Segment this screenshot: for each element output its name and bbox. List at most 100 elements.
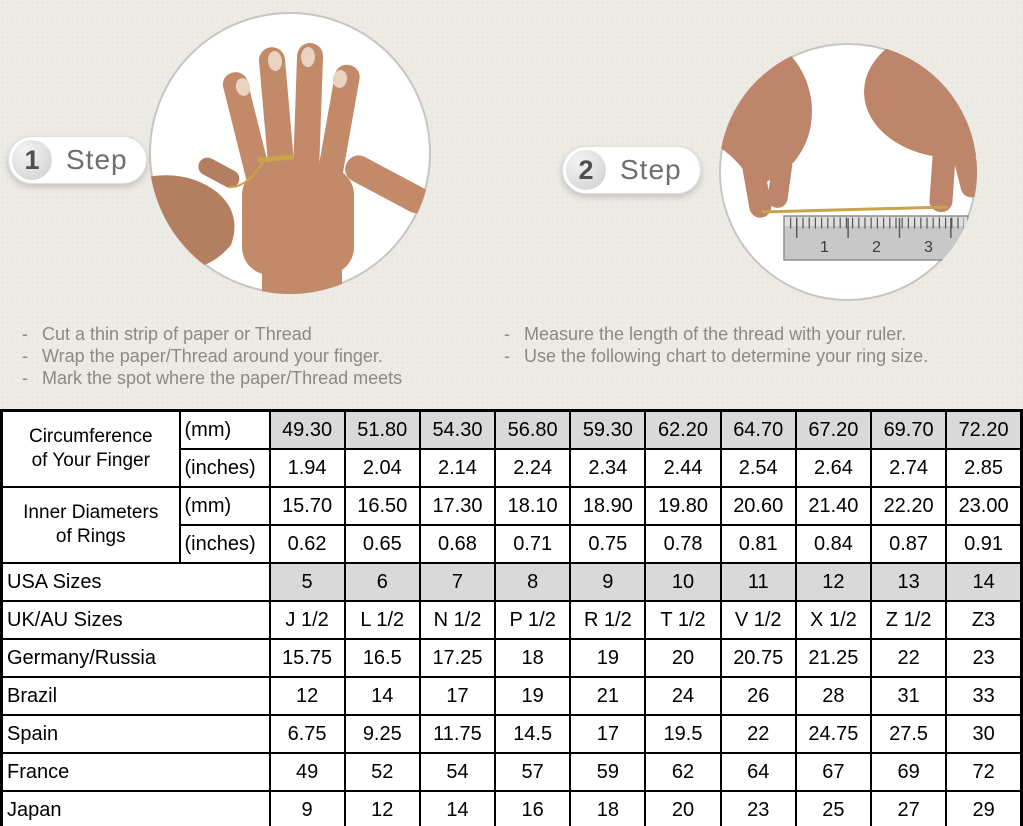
table-row: Spain 6.75 9.25 11.75 14.5 17 19.5 22 24.75 27.5 3… (0, 714, 1023, 754)
size-value-cell: 17 (418, 676, 497, 716)
size-value-cell: 54.30 (418, 409, 497, 450)
size-value-cell: 1.94 (268, 448, 346, 488)
table-row: USA Sizes 5 6 7 8 9 10 11 12 13 14 (0, 562, 1023, 602)
ruler-number-2: 2 (872, 239, 881, 256)
size-value-cell: 18 (569, 790, 647, 826)
gold-thread-on-finger (257, 154, 294, 163)
size-value-cell: 26 (719, 676, 797, 716)
fingernails (235, 47, 348, 96)
size-value-cell: Z3 (945, 600, 1023, 640)
ruler: 1 2 3 (783, 215, 969, 261)
size-value-cell: 33 (945, 676, 1023, 716)
size-value-cell: 28 (794, 676, 873, 716)
table-row: Circumference of Your Finger (mm) 49.30 51.… (0, 409, 1023, 488)
size-value-cell: 59.30 (569, 409, 647, 450)
table-row: (inches) 0.62 0.65 0.68 0.71 0.75 0.78 0.81 0.84… (2, 524, 1023, 564)
size-value-cell: 11.75 (418, 714, 497, 754)
hand-with-thread-icon (149, 12, 431, 294)
size-value-cell: 2.14 (418, 448, 497, 488)
size-value-cell: 5 (268, 562, 346, 602)
size-value-cell: 23 (719, 790, 797, 826)
size-value-cell: 12 (343, 790, 421, 826)
size-value-cell: 21.40 (794, 486, 873, 526)
row-unit: (inches) (178, 524, 271, 564)
size-value-cell: 20 (644, 638, 722, 678)
size-value-cell: 19.5 (644, 714, 722, 754)
row-label: Brazil (0, 676, 271, 716)
size-value-cell: 62 (644, 752, 722, 792)
size-value-cell: 14 (343, 676, 421, 716)
size-value-cell: 18.90 (569, 486, 647, 526)
step-1-photo (146, 9, 434, 297)
size-value-cell: 0.65 (343, 524, 421, 564)
ruler-number-1: 1 (820, 239, 829, 256)
instruction-item: - Mark the spot where the paper/Thread m… (20, 367, 402, 389)
size-value-cell: 7 (418, 562, 497, 602)
size-value-cell: 21 (569, 676, 647, 716)
size-value-cell: 20.75 (719, 638, 797, 678)
size-value-cell: 0.78 (644, 524, 722, 564)
size-value-cell: 6 (343, 562, 421, 602)
bullet-dash: - (22, 368, 28, 388)
row-label: Circumference of Your Finger (0, 409, 181, 488)
size-value-cell: 2.04 (343, 448, 421, 488)
size-value-cell: X 1/2 (794, 600, 873, 640)
size-value-cell: 16 (494, 790, 572, 826)
table-row: (inches) 1.94 2.04 2.14 2.24 2.34 2.44 2.54 2.64… (2, 448, 1023, 488)
size-value-cell: N 1/2 (418, 600, 497, 640)
row-unit: (inches) (178, 448, 271, 488)
size-value-cell: 0.62 (268, 524, 346, 564)
row-label: France (0, 752, 271, 792)
table-row: Germany/Russia 15.75 16.5 17.25 18 19 20 20.75 2… (0, 638, 1023, 678)
size-value-cell: 29 (945, 790, 1023, 826)
size-value-cell: 9 (268, 790, 346, 826)
size-value-cell: 12 (268, 676, 346, 716)
size-value-cell: 12 (794, 562, 873, 602)
size-value-cell: 27.5 (869, 714, 948, 754)
size-value-cell: 64.70 (719, 409, 797, 450)
size-value-cell: R 1/2 (569, 600, 647, 640)
size-value-cell: 0.75 (569, 524, 647, 564)
size-value-cell: 16.50 (343, 486, 421, 526)
gold-thread-end (227, 160, 265, 189)
gold-thread (761, 205, 949, 214)
measuring-with-ruler-icon: 1 2 3 (719, 43, 977, 301)
row-label: Inner Diameters of Rings (0, 486, 181, 564)
size-value-cell: 23 (945, 638, 1023, 678)
step-1-number: 1 (12, 140, 52, 180)
size-value-cell: L 1/2 (343, 600, 421, 640)
size-value-cell: 2.64 (794, 448, 873, 488)
instruction-text: Use the following chart to determine you… (524, 346, 929, 366)
size-value-cell: 19.80 (644, 486, 722, 526)
size-value-cell: 72.20 (945, 409, 1023, 450)
instruction-text: Cut a thin strip of paper or Thread (42, 324, 312, 344)
size-value-cell: 57 (494, 752, 572, 792)
step-2-number: 2 (566, 150, 606, 190)
size-value-cell: 54 (418, 752, 497, 792)
size-value-cell: 0.71 (494, 524, 572, 564)
table-row: Brazil 12 14 17 19 21 24 26 28 31 33 (0, 676, 1023, 716)
size-value-cell: 13 (869, 562, 948, 602)
size-value-cell: 8 (494, 562, 572, 602)
row-unit: (mm) (178, 409, 271, 450)
size-value-cell: 22.20 (869, 486, 948, 526)
size-value-cell: 0.91 (945, 524, 1023, 564)
size-value-cell: 16.5 (343, 638, 421, 678)
size-value-cell: 19 (494, 676, 572, 716)
ring-size-table-body: Circumference of Your Finger (mm) 49.30 51.… (0, 409, 1023, 826)
size-value-cell: 22 (719, 714, 797, 754)
size-value-cell: 14 (945, 562, 1023, 602)
size-value-cell: 6.75 (268, 714, 346, 754)
size-value-cell: 62.20 (644, 409, 722, 450)
step-1-badge: 1 Step (8, 136, 147, 184)
size-value-cell: 0.81 (719, 524, 797, 564)
size-value-cell: 2.54 (719, 448, 797, 488)
instruction-item: - Measure the length of the thread with … (502, 323, 928, 345)
instruction-item: - Use the following chart to determine y… (502, 345, 928, 367)
size-value-cell: 25 (794, 790, 873, 826)
size-value-cell: 2.24 (494, 448, 572, 488)
size-value-cell: 0.68 (418, 524, 497, 564)
step-1-label: Step (66, 144, 128, 175)
bullet-dash: - (22, 324, 28, 344)
